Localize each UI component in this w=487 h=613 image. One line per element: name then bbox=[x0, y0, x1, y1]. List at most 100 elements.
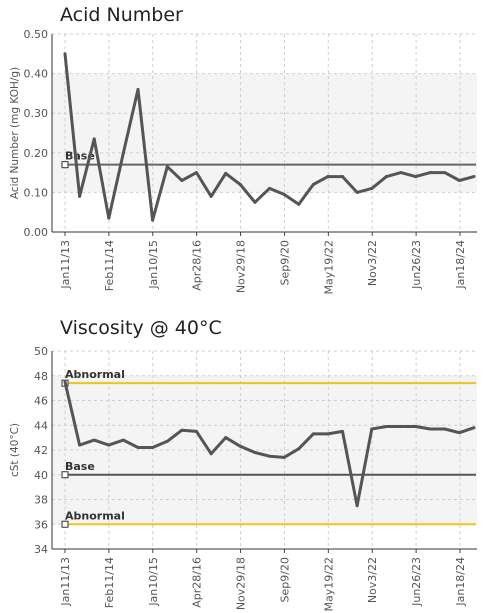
x-tick-label: Jan18/24 bbox=[454, 240, 467, 290]
y-tick-label: 46 bbox=[34, 395, 48, 408]
y-tick-label: 0.30 bbox=[24, 107, 49, 120]
data-point bbox=[107, 443, 111, 447]
data-point bbox=[151, 218, 155, 222]
y-axis-title: cSt (40°C) bbox=[9, 423, 21, 477]
x-tick-label: Nov29/18 bbox=[235, 557, 248, 610]
x-tick-label: May19/22 bbox=[322, 240, 335, 294]
data-point bbox=[457, 431, 461, 435]
data-point bbox=[107, 216, 111, 220]
data-point bbox=[311, 432, 315, 436]
data-point bbox=[399, 171, 403, 175]
x-tick-label: Nov3/22 bbox=[366, 240, 379, 286]
data-point bbox=[253, 200, 257, 204]
data-point bbox=[472, 175, 476, 179]
x-tick-label: Apr28/16 bbox=[191, 240, 204, 291]
data-point bbox=[136, 446, 140, 450]
data-point bbox=[92, 438, 96, 442]
data-point bbox=[165, 439, 169, 443]
viscosity-plot: 34 36 38 40 42 44 46 48 50 Jan11/13 Feb11/14 Jan10/… bbox=[9, 345, 477, 611]
chart-title: Acid Number bbox=[60, 4, 183, 26]
acid-number-chart: Acid Number 0.00 0.10 0.20 0.30 0.40 0.50 Jan1… bbox=[0, 0, 487, 300]
data-point bbox=[355, 504, 359, 508]
reference-label: Base bbox=[65, 150, 95, 163]
data-point bbox=[78, 194, 82, 198]
data-point bbox=[326, 432, 330, 436]
y-tick-label: 0.20 bbox=[24, 147, 49, 160]
y-tick-label: 0.50 bbox=[24, 28, 49, 41]
y-axis-title: Acid Number (mg KOH/g) bbox=[9, 67, 21, 199]
data-point bbox=[224, 436, 228, 440]
y-tick-label: 0.40 bbox=[24, 68, 49, 81]
data-point bbox=[297, 447, 301, 451]
data-point bbox=[341, 175, 345, 179]
x-tick-label: Jan11/13 bbox=[59, 240, 72, 290]
acid-number-plot: 0.00 0.10 0.20 0.30 0.40 0.50 Jan11/13 Feb11/14… bbox=[9, 28, 477, 294]
x-tick-label: Nov3/22 bbox=[366, 557, 379, 603]
data-point bbox=[370, 427, 374, 431]
data-point bbox=[121, 151, 125, 155]
data-point bbox=[384, 175, 388, 179]
data-point bbox=[194, 171, 198, 175]
y-tick-label: 36 bbox=[34, 518, 48, 531]
data-point bbox=[151, 446, 155, 450]
data-point bbox=[238, 182, 242, 186]
data-point bbox=[443, 171, 447, 175]
reference-marker bbox=[61, 471, 69, 479]
x-tick-label: Sep9/20 bbox=[278, 557, 291, 602]
data-point bbox=[311, 182, 315, 186]
data-point bbox=[268, 454, 271, 458]
data-point bbox=[209, 194, 213, 198]
data-point bbox=[414, 424, 418, 428]
x-tick-label: Jan11/13 bbox=[59, 557, 72, 607]
x-tick-label: Jan10/15 bbox=[147, 240, 160, 290]
data-point bbox=[414, 175, 418, 179]
x-tick-label: May19/22 bbox=[322, 557, 335, 611]
data-point bbox=[180, 179, 184, 183]
data-point bbox=[472, 426, 476, 430]
data-point bbox=[384, 424, 388, 428]
data-point bbox=[253, 450, 257, 454]
y-tick-label: 48 bbox=[34, 370, 48, 383]
reference-label: Abnormal bbox=[65, 509, 125, 522]
reference-marker bbox=[61, 520, 69, 528]
viscosity-chart: Viscosity @ 40°C 34 36 38 40 42 44 46 48 50 Jan11… bbox=[0, 312, 487, 613]
y-tick-label: 0.00 bbox=[24, 226, 49, 239]
data-point bbox=[326, 175, 330, 179]
x-tick-label: Feb11/14 bbox=[103, 240, 116, 291]
x-tick-label: Nov29/18 bbox=[235, 240, 248, 293]
x-tick-label: Jun26/23 bbox=[410, 557, 423, 607]
x-tick-label: Feb11/14 bbox=[103, 557, 116, 608]
data-point bbox=[282, 455, 286, 459]
data-point bbox=[92, 137, 96, 141]
x-tick-label: Apr28/16 bbox=[191, 557, 204, 608]
data-point bbox=[457, 179, 461, 183]
y-tick-label: 34 bbox=[34, 543, 48, 556]
x-tick-label: Jun26/23 bbox=[410, 240, 423, 290]
data-point bbox=[209, 452, 213, 456]
data-point bbox=[63, 380, 67, 384]
x-tick-label: Sep9/20 bbox=[278, 240, 291, 285]
chart-title: Viscosity @ 40°C bbox=[60, 317, 222, 339]
data-point bbox=[238, 444, 242, 448]
data-point bbox=[443, 427, 447, 431]
data-point bbox=[165, 165, 169, 169]
reference-label: Abnormal bbox=[65, 368, 125, 381]
data-point bbox=[224, 171, 228, 175]
data-point bbox=[63, 52, 67, 56]
data-point bbox=[194, 429, 198, 433]
data-point bbox=[297, 202, 301, 206]
data-point bbox=[428, 171, 432, 175]
y-tick-label: 38 bbox=[34, 494, 48, 507]
reference-marker bbox=[61, 161, 69, 169]
y-tick-label: 44 bbox=[34, 419, 48, 432]
data-point bbox=[78, 443, 82, 447]
data-point bbox=[399, 424, 403, 428]
data-point bbox=[341, 429, 345, 433]
data-point bbox=[428, 427, 432, 431]
data-point bbox=[136, 87, 140, 91]
y-tick-label: 50 bbox=[34, 345, 48, 358]
data-point bbox=[282, 192, 286, 196]
x-tick-label: Jan18/24 bbox=[454, 557, 467, 607]
y-tick-label: 42 bbox=[34, 444, 48, 457]
y-tick-label: 0.10 bbox=[24, 186, 49, 199]
